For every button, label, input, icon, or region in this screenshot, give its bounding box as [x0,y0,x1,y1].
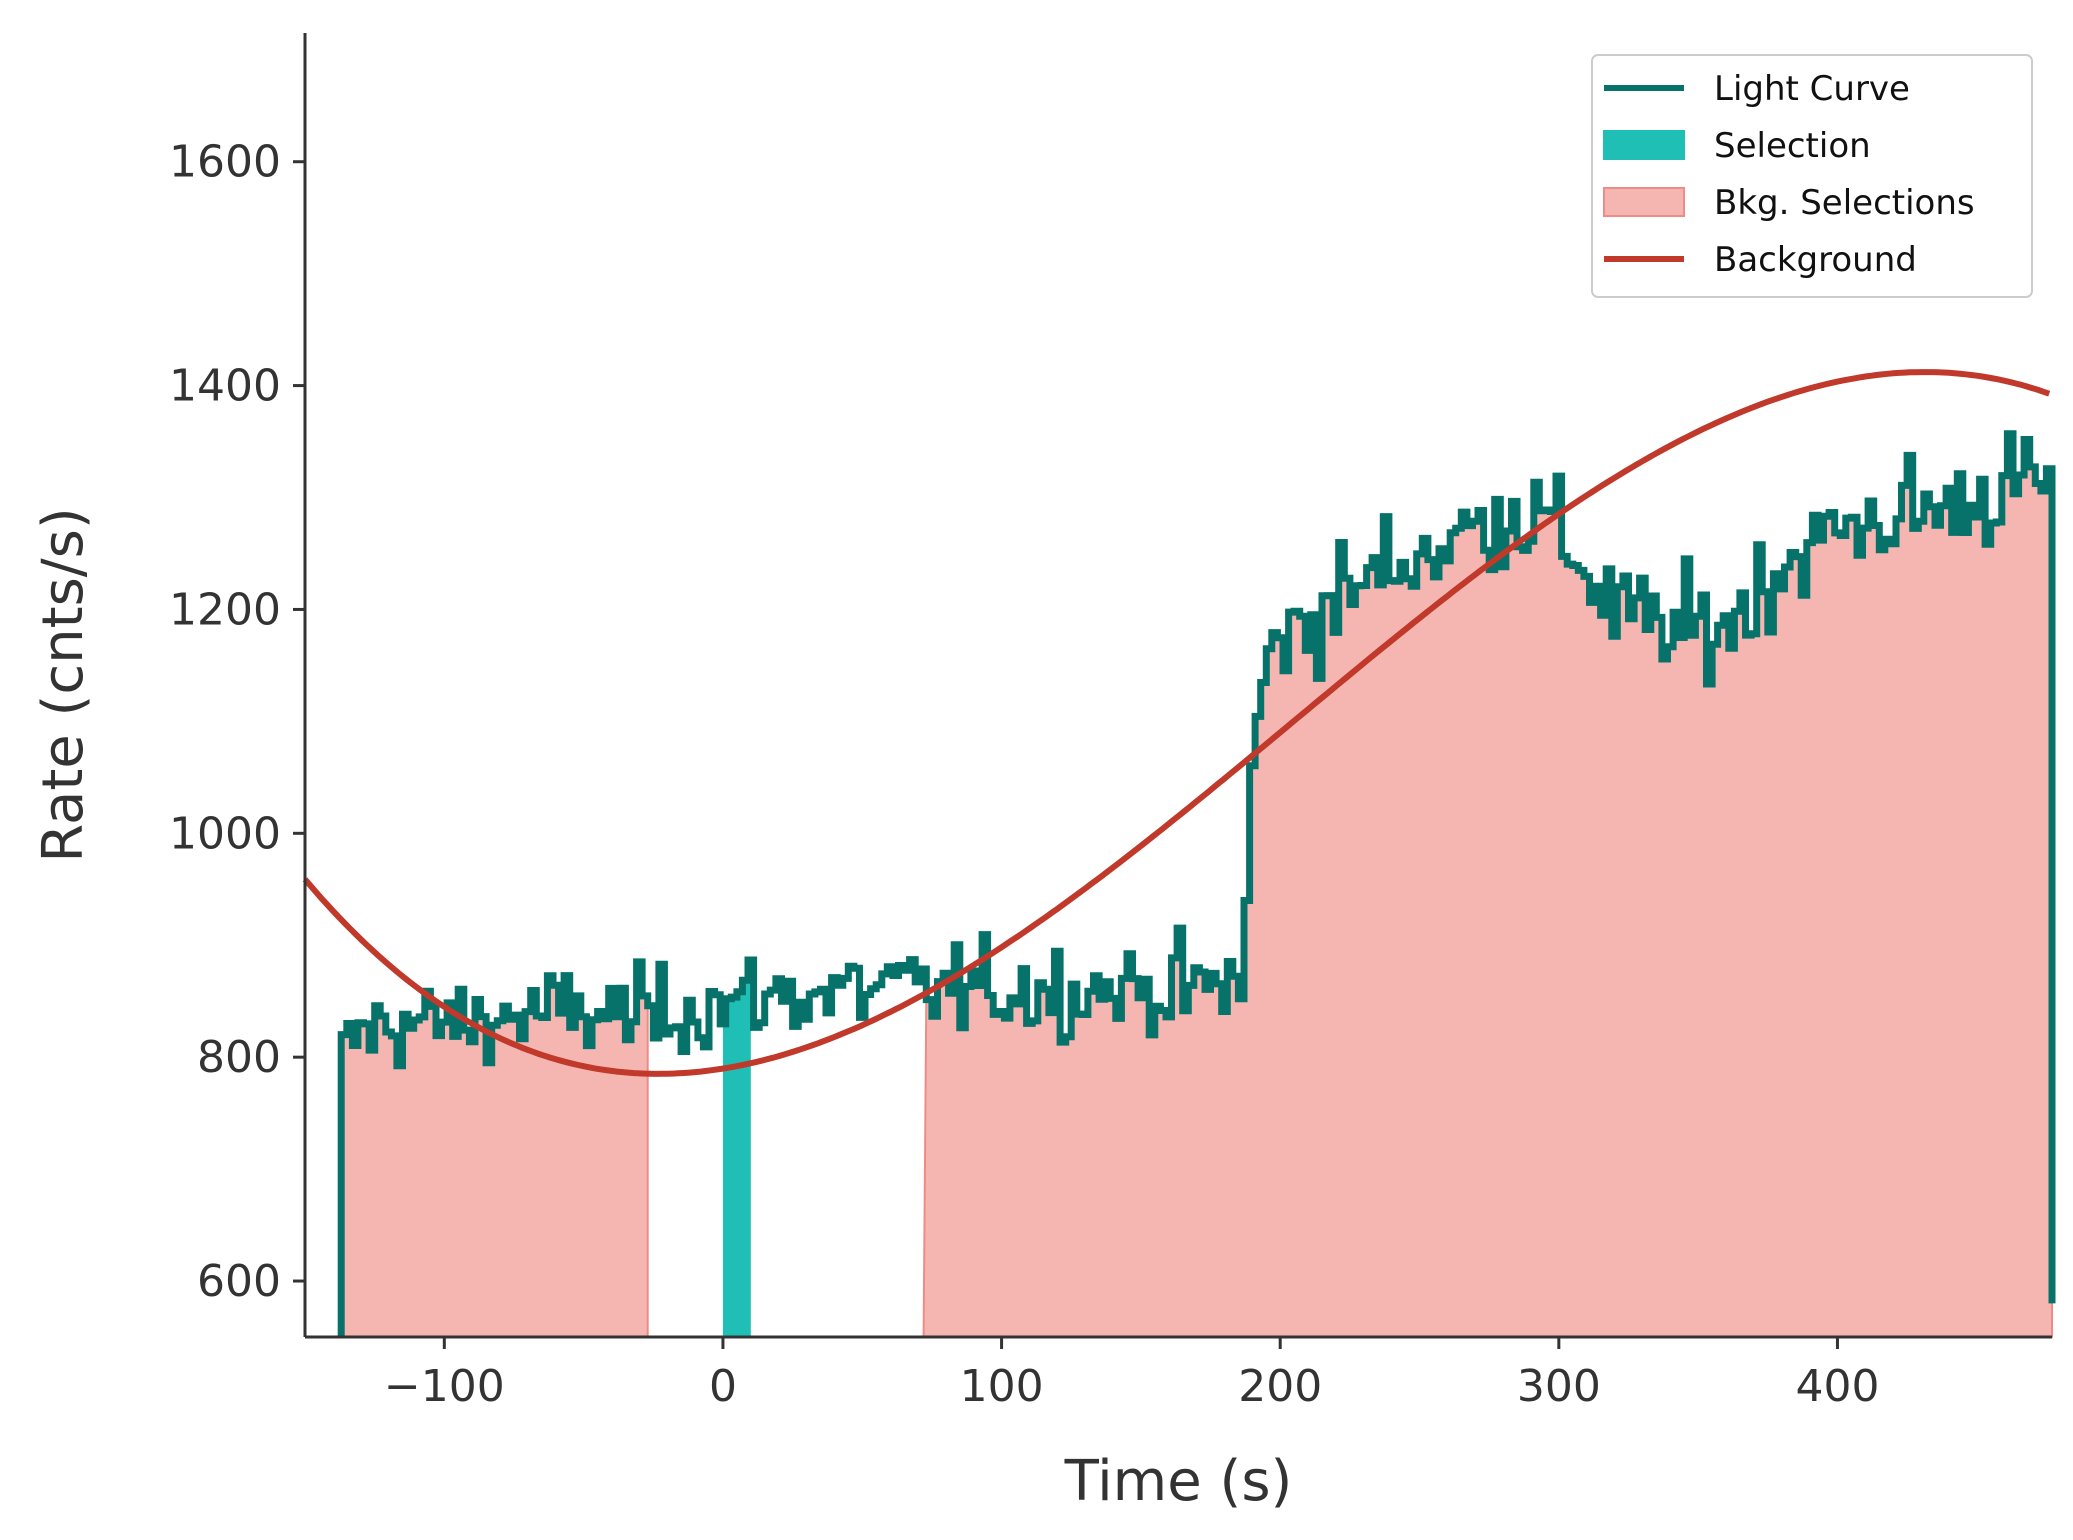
x-tick-label: 0 [709,1361,737,1412]
selection-region-1 [722,980,751,1337]
background-model-layer [302,369,2051,1077]
legend-swatch-3 [1603,187,1685,217]
background-model-line [302,369,2051,1077]
y-tick-label: 600 [197,1256,281,1307]
x-tick-label: 100 [960,1361,1044,1412]
y-axis-label: Rate (cnts/s) [31,507,96,862]
light-curve-layer [337,430,2056,1337]
x-axis-label: Time (s) [1064,1449,1293,1514]
legend-swatch-2 [1603,130,1685,160]
legend-label: Background [1714,240,1917,280]
y-tick-label: 800 [197,1032,281,1083]
legend-label: Selection [1714,126,1871,166]
legend-label: Light Curve [1714,69,1910,109]
light-curve-line [337,430,2056,1337]
selection-layer [722,980,751,1337]
axes: −100 0 100 200 300 400 600 800 1000 1200 1400 1600 T… [31,33,2052,1514]
legend: Light Curve Selection Bkg. Selections Backg… [1591,54,2033,298]
y-tick-label: 1600 [169,137,281,188]
y-tick-label: 1000 [169,808,281,859]
legend-label: Bkg. Selections [1714,183,1975,223]
y-tick-label: 1200 [169,584,281,635]
x-tick-label: 200 [1238,1361,1322,1412]
y-tick-label: 1400 [169,361,281,412]
x-tick-label: −100 [384,1361,505,1412]
x-tick-label: 400 [1795,1361,1879,1412]
bkg-selections-layer [340,432,2053,1338]
x-tick-label: 300 [1517,1361,1601,1412]
legend-frame [1591,54,2033,298]
